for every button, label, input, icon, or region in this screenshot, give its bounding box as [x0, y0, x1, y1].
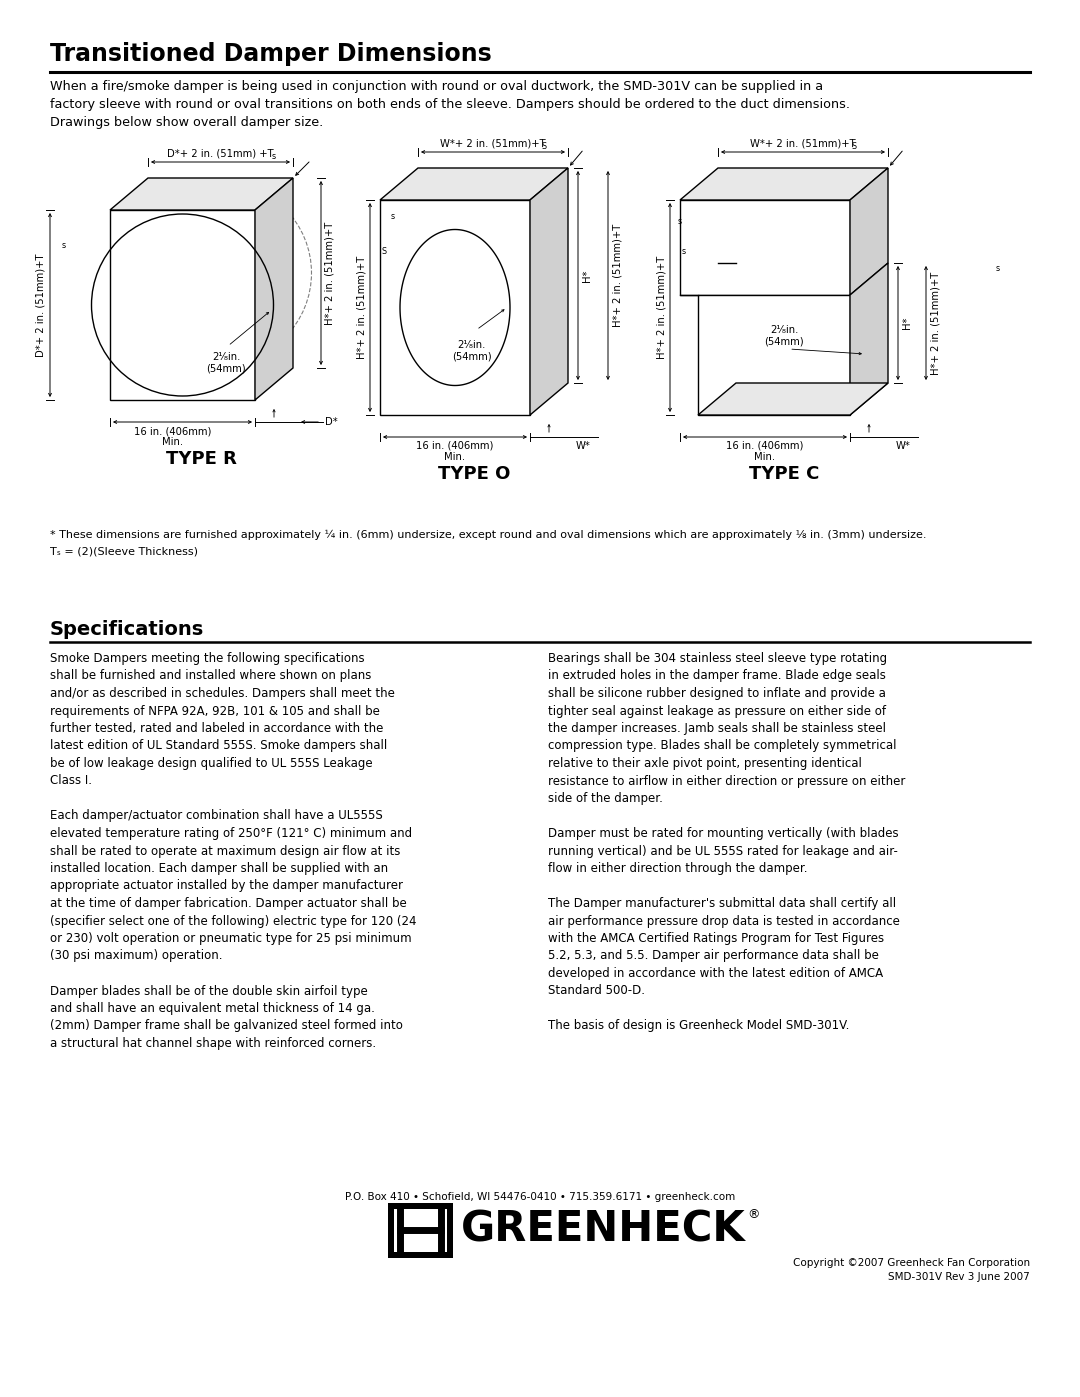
Text: D*+ 2 in. (51mm)+T: D*+ 2 in. (51mm)+T: [36, 253, 46, 356]
Text: H*: H*: [902, 317, 912, 330]
Polygon shape: [850, 168, 888, 295]
Text: s: s: [678, 217, 683, 225]
Text: Specifications: Specifications: [50, 620, 204, 638]
Text: ®: ®: [747, 1208, 759, 1221]
Text: H*+ 2 in. (51mm)+T: H*+ 2 in. (51mm)+T: [656, 256, 666, 359]
Text: Min.: Min.: [162, 437, 184, 447]
Text: s: s: [62, 242, 66, 250]
Text: When a fire/smoke damper is being used in conjunction with round or oval ductwor: When a fire/smoke damper is being used i…: [50, 80, 850, 129]
Text: * These dimensions are furnished approximately ¼ in. (6mm) undersize, except rou: * These dimensions are furnished approxi…: [50, 529, 927, 541]
Polygon shape: [680, 168, 888, 200]
Text: TYPE O: TYPE O: [437, 465, 510, 483]
Text: s: s: [996, 264, 1000, 272]
Polygon shape: [380, 168, 568, 200]
Text: S: S: [542, 142, 548, 151]
Bar: [388, 1203, 453, 1257]
Text: 16 in. (406mm): 16 in. (406mm): [134, 426, 212, 436]
Text: TYPE C: TYPE C: [748, 465, 820, 483]
Polygon shape: [110, 210, 255, 400]
Text: S: S: [382, 247, 387, 257]
Polygon shape: [110, 177, 293, 210]
Text: s: s: [391, 212, 395, 221]
Text: 2¹⁄₈in.
(54mm): 2¹⁄₈in. (54mm): [765, 326, 804, 346]
Text: H*+ 2 in. (51mm)+T: H*+ 2 in. (51mm)+T: [930, 271, 940, 374]
Text: GREENHECK: GREENHECK: [461, 1208, 746, 1250]
Text: H*: H*: [582, 270, 592, 282]
Text: Copyright ©2007 Greenheck Fan Corporation
SMD-301V Rev 3 June 2007: Copyright ©2007 Greenheck Fan Corporatio…: [793, 1259, 1030, 1282]
Text: Tₛ = (2)(Sleeve Thickness): Tₛ = (2)(Sleeve Thickness): [50, 546, 198, 556]
Text: W*+ 2 in. (51mm)+T: W*+ 2 in. (51mm)+T: [751, 138, 855, 149]
Polygon shape: [680, 200, 850, 295]
Text: D*+ 2 in. (51mm) +T: D*+ 2 in. (51mm) +T: [167, 149, 274, 159]
Text: Smoke Dampers meeting the following specifications
shall be furnished and instal: Smoke Dampers meeting the following spec…: [50, 652, 417, 1051]
Text: Min.: Min.: [445, 453, 465, 462]
Polygon shape: [698, 383, 888, 415]
Text: W*+ 2 in. (51mm)+T: W*+ 2 in. (51mm)+T: [441, 138, 545, 149]
Bar: [394, 1208, 447, 1252]
Text: Bearings shall be 304 stainless steel sleeve type rotating
in extruded holes in : Bearings shall be 304 stainless steel sl…: [548, 652, 905, 1032]
Text: D*: D*: [325, 416, 338, 427]
Text: W*: W*: [896, 441, 910, 451]
Text: Transitioned Damper Dimensions: Transitioned Damper Dimensions: [50, 42, 491, 66]
Text: H*+ 2 in. (51mm)+T: H*+ 2 in. (51mm)+T: [356, 256, 366, 359]
Text: S: S: [852, 142, 858, 151]
Text: 2¹⁄₈in.
(54mm): 2¹⁄₈in. (54mm): [206, 352, 246, 373]
Polygon shape: [530, 168, 568, 415]
Polygon shape: [850, 263, 888, 415]
Polygon shape: [255, 177, 293, 400]
Text: H*+ 2 in. (51mm)+T: H*+ 2 in. (51mm)+T: [325, 221, 335, 324]
Text: TYPE R: TYPE R: [166, 450, 237, 468]
Polygon shape: [698, 295, 850, 415]
Text: s: s: [271, 152, 275, 161]
Text: Min.: Min.: [755, 453, 775, 462]
Text: 16 in. (406mm): 16 in. (406mm): [416, 441, 494, 451]
Text: P.O. Box 410 • Schofield, WI 54476-0410 • 715.359.6171 • greenheck.com: P.O. Box 410 • Schofield, WI 54476-0410 …: [345, 1192, 735, 1201]
Text: s: s: [681, 247, 686, 257]
Text: H*+ 2 in. (51mm)+T: H*+ 2 in. (51mm)+T: [612, 224, 622, 327]
Text: W*: W*: [576, 441, 591, 451]
Text: 2¹⁄₈in.
(54mm): 2¹⁄₈in. (54mm): [451, 339, 491, 362]
Polygon shape: [380, 200, 530, 415]
Text: 16 in. (406mm): 16 in. (406mm): [727, 441, 804, 451]
